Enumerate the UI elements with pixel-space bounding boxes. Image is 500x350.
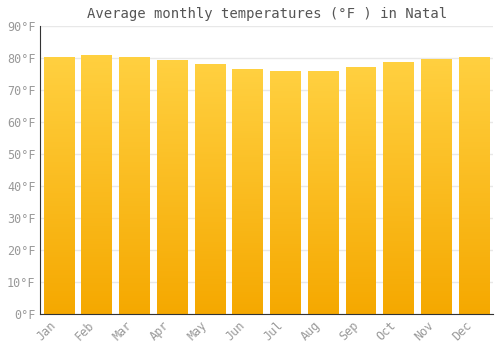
- Title: Average monthly temperatures (°F ) in Natal: Average monthly temperatures (°F ) in Na…: [86, 7, 446, 21]
